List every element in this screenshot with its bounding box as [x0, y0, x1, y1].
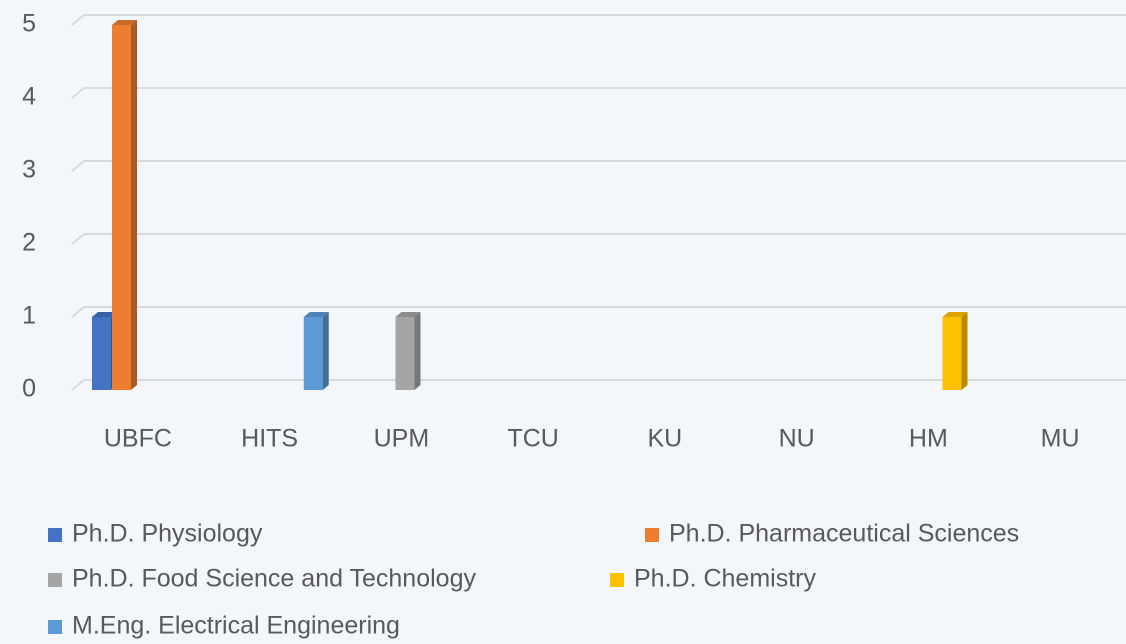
y-tick-label: 4: [22, 83, 36, 111]
legend-swatch: [645, 528, 659, 542]
y-tick-label: 3: [22, 156, 36, 184]
bar: [112, 25, 131, 390]
legend-label: M.Eng. Electrical Engineering: [72, 612, 400, 640]
bar-top: [942, 312, 968, 317]
grid-line: [71, 233, 85, 245]
bar-top: [395, 312, 421, 317]
y-tick-label: 5: [22, 10, 36, 38]
legend-swatch: [48, 620, 62, 634]
grid-line: [71, 160, 85, 172]
bar: [942, 317, 962, 390]
bar: [303, 317, 323, 390]
bar: [92, 317, 111, 390]
legend-swatch: [48, 573, 62, 587]
x-tick-label: UPM: [374, 425, 430, 453]
x-tick-label: HITS: [241, 425, 298, 453]
x-tick-label: UBFC: [104, 425, 172, 453]
bar-top: [303, 312, 329, 317]
legend-swatch: [610, 573, 624, 587]
y-tick-label: 1: [22, 302, 36, 330]
grid-line: [71, 379, 85, 391]
legend-swatch: [48, 528, 62, 542]
x-tick-label: MU: [1041, 425, 1080, 453]
bar-side: [961, 312, 968, 390]
bar-side: [414, 312, 421, 390]
legend-label: Ph.D. Chemistry: [634, 565, 816, 593]
bar-side: [322, 312, 329, 390]
y-tick-label: 2: [22, 229, 36, 257]
bar-side: [131, 20, 137, 390]
legend-label: Ph.D. Food Science and Technology: [72, 565, 476, 593]
x-tick-label: NU: [779, 425, 815, 453]
legend-label: Ph.D. Pharmaceutical Sciences: [669, 520, 1019, 548]
bar-top: [112, 20, 137, 25]
bar-top: [92, 312, 117, 317]
legend-label: Ph.D. Physiology: [72, 520, 263, 548]
grid-line: [71, 14, 85, 26]
bar: [395, 317, 415, 390]
x-tick-label: TCU: [507, 425, 558, 453]
y-tick-label: 0: [22, 375, 36, 403]
x-tick-label: KU: [648, 425, 683, 453]
grid-line: [71, 87, 85, 99]
x-tick-label: HM: [909, 425, 948, 453]
grid-line: [71, 306, 85, 318]
